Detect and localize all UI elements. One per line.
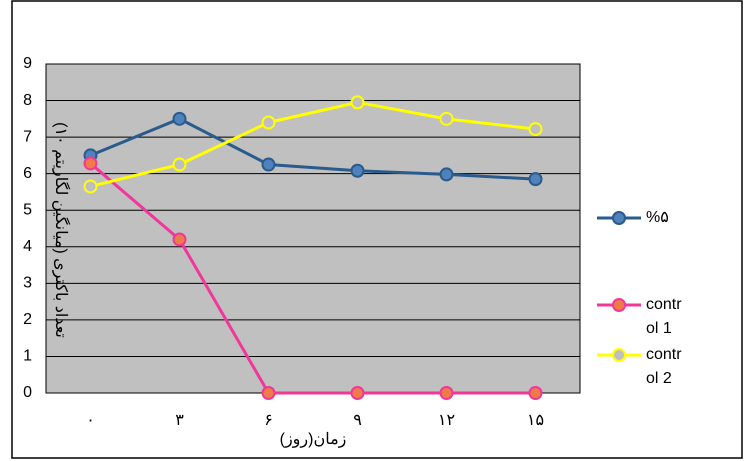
data-point [261,157,276,172]
data-point [528,122,543,137]
data-point [528,386,543,400]
x-tick-label: ۳ [175,412,184,429]
x-tick-label: ۱۵ [527,412,544,429]
y-axis-label: تعداد باکتری (میانگین لگاریتم ۱۰) [52,122,71,338]
legend-marker [612,348,626,362]
data-point [261,386,276,400]
data-point [172,157,187,172]
data-point [261,115,276,130]
y-tick-label: 2 [23,311,32,328]
legend-label: %۵ [646,209,669,226]
y-tick-label: 9 [23,55,32,72]
x-tick-label: ۰ [86,412,95,429]
y-tick-label: 1 [23,348,32,365]
data-point [528,172,543,187]
data-point [439,386,454,400]
y-tick-label: 3 [23,275,32,292]
legend-label: control 1 [646,296,682,337]
plot-area [46,64,580,393]
x-tick-label: ۶ [264,412,273,429]
y-tick-label: 6 [23,165,32,182]
x-tick-label: ۹ [353,412,362,429]
y-tick-label: 7 [23,128,32,145]
data-point [439,167,454,182]
y-tick-label: 5 [23,201,32,218]
data-point [172,232,187,247]
data-point [83,179,98,194]
data-point [83,156,98,171]
series-line [90,100,536,188]
y-tick-label: 4 [23,238,32,255]
data-point [350,163,365,178]
legend-marker [612,211,626,225]
legend-marker [612,298,626,312]
data-point [172,111,187,126]
x-axis-label: زمان(روز) [280,431,347,448]
data-point [350,386,365,400]
data-point [439,111,454,126]
series-line [89,117,536,181]
legend-label: control 2 [646,346,682,387]
y-tick-label: 8 [23,92,32,109]
y-tick-label: 0 [23,384,32,401]
x-tick-label: ۱۲ [438,412,455,429]
series-line [89,162,536,395]
data-point [350,95,365,110]
